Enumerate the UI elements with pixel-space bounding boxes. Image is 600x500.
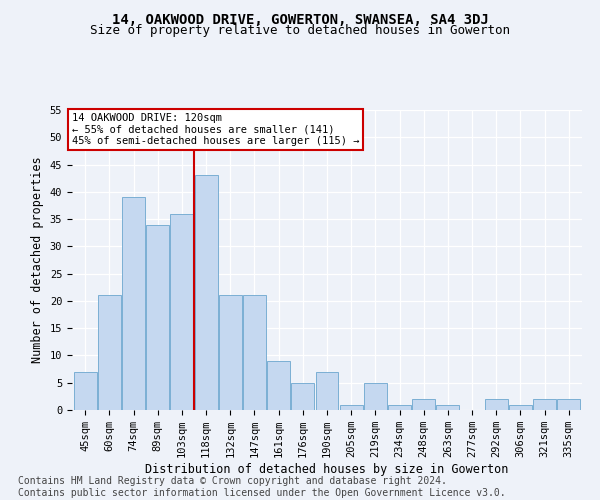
Bar [74, 372, 97, 410]
X-axis label: Distribution of detached houses by size in Gowerton: Distribution of detached houses by size … [145, 463, 509, 476]
Bar [170, 214, 193, 410]
Text: 14 OAKWOOD DRIVE: 120sqm
← 55% of detached houses are smaller (141)
45% of semi-: 14 OAKWOOD DRIVE: 120sqm ← 55% of detach… [72, 113, 359, 146]
Bar [533, 399, 556, 410]
Bar [509, 404, 532, 410]
Bar [267, 361, 290, 410]
Bar [146, 224, 169, 410]
Y-axis label: Number of detached properties: Number of detached properties [31, 156, 44, 364]
Bar [194, 176, 218, 410]
Text: Size of property relative to detached houses in Gowerton: Size of property relative to detached ho… [90, 24, 510, 37]
Bar [388, 404, 411, 410]
Bar [412, 399, 435, 410]
Bar [485, 399, 508, 410]
Bar [364, 382, 387, 410]
Bar [122, 198, 145, 410]
Bar [316, 372, 338, 410]
Bar [243, 296, 266, 410]
Bar [340, 404, 362, 410]
Bar [219, 296, 242, 410]
Bar [436, 404, 460, 410]
Text: 14, OAKWOOD DRIVE, GOWERTON, SWANSEA, SA4 3DJ: 14, OAKWOOD DRIVE, GOWERTON, SWANSEA, SA… [112, 12, 488, 26]
Bar [98, 296, 121, 410]
Bar [292, 382, 314, 410]
Text: Contains HM Land Registry data © Crown copyright and database right 2024.
Contai: Contains HM Land Registry data © Crown c… [18, 476, 506, 498]
Bar [557, 399, 580, 410]
